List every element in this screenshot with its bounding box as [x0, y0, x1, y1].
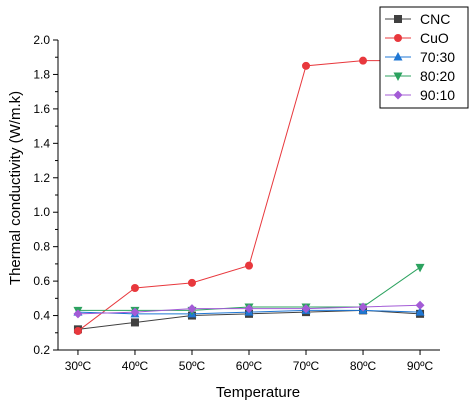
legend-marker — [393, 52, 403, 61]
legend-label: 90:10 — [420, 87, 455, 103]
data-point — [130, 307, 140, 317]
y-axis-title: Thermal conductivity (W/m.k) — [7, 91, 24, 285]
legend-label: CNC — [420, 11, 450, 27]
series-line — [77, 60, 421, 332]
y-tick-label: 1.8 — [33, 67, 50, 81]
y-tick-label: 1.2 — [33, 171, 50, 185]
data-point — [415, 300, 425, 310]
data-point — [73, 309, 83, 319]
data-point — [359, 56, 368, 65]
plot-area — [73, 56, 425, 336]
legend-marker — [394, 15, 402, 23]
data-point — [187, 304, 197, 314]
data-point — [130, 318, 139, 327]
data-point — [245, 261, 253, 270]
data-point — [358, 302, 368, 312]
axes: 0.2 0.4 0.6 0.8 1.0 1.2 1.4 1.6 1.8 2.0 30ºC 40ºC 50… — [33, 33, 440, 373]
data-point — [415, 307, 425, 316]
y-tick-label: 2.0 — [33, 33, 50, 47]
data-point — [73, 327, 82, 336]
x-tick-label: 40ºC — [122, 359, 149, 373]
legend-marker — [393, 72, 403, 81]
legend-item: CuO — [385, 30, 449, 46]
x-tick-label: 30ºC — [65, 359, 92, 373]
y-tick-label: 0.2 — [33, 343, 50, 357]
x-tick-label: 60ºC — [236, 359, 263, 373]
data-point — [302, 61, 311, 70]
legend-label: CuO — [420, 30, 449, 46]
x-tick-label: 50ºC — [179, 359, 206, 373]
legend-item: 70:30 — [385, 49, 455, 65]
series-cuo — [73, 56, 425, 336]
legend-label: 80:20 — [420, 68, 455, 84]
data-point — [187, 278, 196, 287]
series-90-10 — [73, 300, 425, 319]
legend-item: CNC — [385, 11, 450, 27]
legend-item: 90:10 — [385, 87, 455, 103]
data-point — [301, 304, 311, 314]
y-tick-label: 1.6 — [33, 102, 50, 116]
y-tick-label: 0.6 — [33, 274, 50, 288]
x-tick-label: 70ºC — [293, 359, 320, 373]
legend-marker — [394, 34, 402, 42]
legend-label: 70:30 — [420, 49, 455, 65]
data-point — [244, 304, 254, 314]
data-point — [130, 284, 139, 292]
y-tick-label: 0.8 — [33, 240, 50, 254]
x-tick-label: 90ºC — [407, 359, 434, 373]
legend-item: 80:20 — [385, 68, 455, 84]
x-axis-title: Temperature — [216, 384, 300, 401]
x-tick-label: 80ºC — [350, 359, 377, 373]
y-tick-label: 0.4 — [33, 309, 50, 323]
legend-marker — [393, 90, 403, 100]
legend: CNC CuO 70:30 80:20 90:10 — [379, 6, 469, 109]
y-tick-label: 1.4 — [33, 136, 50, 150]
y-tick-label: 1.0 — [33, 205, 50, 219]
data-point — [415, 263, 425, 273]
